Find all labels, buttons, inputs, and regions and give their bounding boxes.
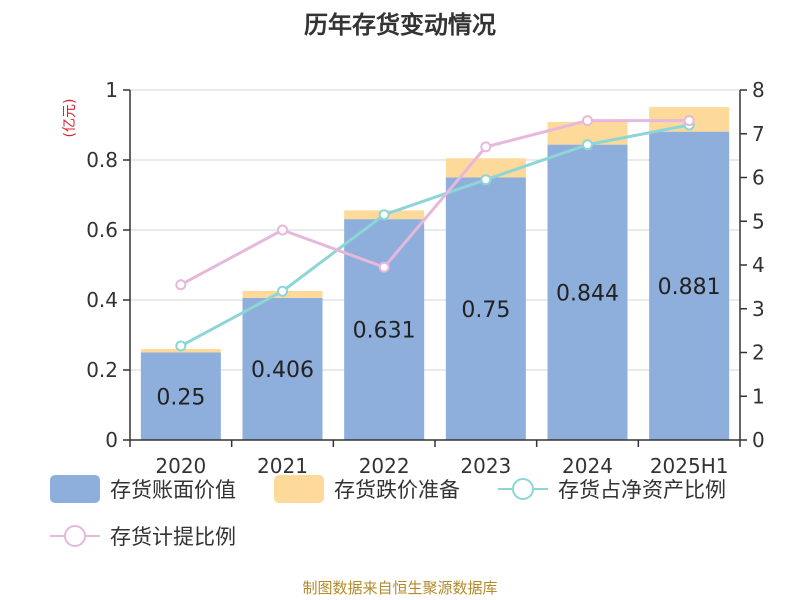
left-axis-tick-label: 1: [105, 78, 118, 102]
data-label: 0.75: [461, 298, 510, 323]
data-label: 0.881: [658, 275, 721, 300]
left-axis-tick-label: 0.6: [86, 218, 118, 242]
provision-ratio-point: [378, 261, 390, 273]
data-label: 0.406: [251, 358, 314, 383]
net-asset-ratio-point: [480, 174, 492, 186]
provision-ratio-point: [480, 141, 492, 153]
legend-label: 存货账面价值: [110, 478, 236, 502]
bar-book-value: [140, 352, 221, 440]
provision-ratio-point: [582, 115, 593, 127]
right-axis-tick-label: 2: [752, 341, 765, 365]
bar-book-value: [649, 131, 730, 440]
net-asset-ratio-point: [582, 139, 593, 151]
x-axis-tick-label: 2020: [155, 454, 206, 478]
legend-label: 存货跌价准备: [334, 478, 460, 502]
legend-marker: [64, 525, 86, 547]
left-axis-tick-label: 0.8: [86, 148, 118, 172]
left-axis-tick-label: 0.2: [86, 358, 118, 382]
right-axis-tick-label: 1: [752, 384, 765, 408]
x-axis-tick-label: 2022: [359, 454, 410, 478]
data-label: 0.631: [353, 319, 416, 344]
lines-group: [175, 115, 695, 352]
x-axis-tick-label: 2024: [562, 454, 613, 478]
left-axis-tick-label: 0: [105, 428, 118, 452]
left-axis-tick-label: 0.4: [86, 288, 118, 312]
right-axis-tick-label: 6: [752, 166, 765, 190]
right-axis-tick-label: 4: [752, 253, 765, 277]
provision-ratio-point: [277, 224, 288, 236]
right-axis-tick-label: 3: [752, 297, 765, 321]
right-axis-tick-label: 8: [752, 78, 765, 102]
x-axis-tick-label: 2021: [257, 454, 308, 478]
bar-book-value: [445, 177, 526, 440]
right-axis-tick-label: 5: [752, 209, 765, 233]
provision-ratio-point: [175, 279, 187, 291]
net-asset-ratio-point: [175, 340, 187, 352]
axes-group: 0 0.2 0.4 0.6 0.8 1 0 1 2 3 4 5 6 7 8 2020 2021 2022 2023 2…: [86, 78, 765, 478]
bar-provision: [547, 121, 628, 145]
bar-book-value: [547, 144, 628, 440]
right-axis-tick-label: 0: [752, 428, 765, 452]
data-label: 0.25: [156, 385, 205, 410]
x-axis-tick-label: 2025H1: [650, 454, 729, 478]
legend-label: 存货占净资产比例: [558, 478, 726, 502]
net-asset-ratio-point: [378, 209, 390, 221]
net-asset-ratio-point: [277, 285, 288, 297]
chart-title: 历年存货变动情况: [304, 11, 496, 39]
data-labels-group: 0.25 0.406 0.631 0.75 0.844 0.881: [156, 275, 720, 410]
bar-book-value: [242, 297, 323, 440]
data-label: 0.844: [556, 281, 619, 306]
source-note: 制图数据来自恒生聚源数据库: [302, 579, 497, 597]
provision-ratio-line: [180, 119, 690, 287]
legend-marker: [512, 478, 534, 500]
grid-lines: [130, 89, 740, 371]
left-axis-unit: (亿元): [62, 99, 78, 138]
provision-ratio-point: [683, 115, 695, 127]
bars-group: [140, 107, 730, 440]
right-axis-tick-label: 7: [752, 122, 765, 146]
x-axis-tick-label: 2023: [460, 454, 511, 478]
legend-swatch: [50, 475, 100, 503]
net-asset-ratio-line: [180, 123, 690, 348]
legend-swatch: [274, 475, 324, 503]
legend-label: 存货计提比例: [110, 525, 236, 549]
